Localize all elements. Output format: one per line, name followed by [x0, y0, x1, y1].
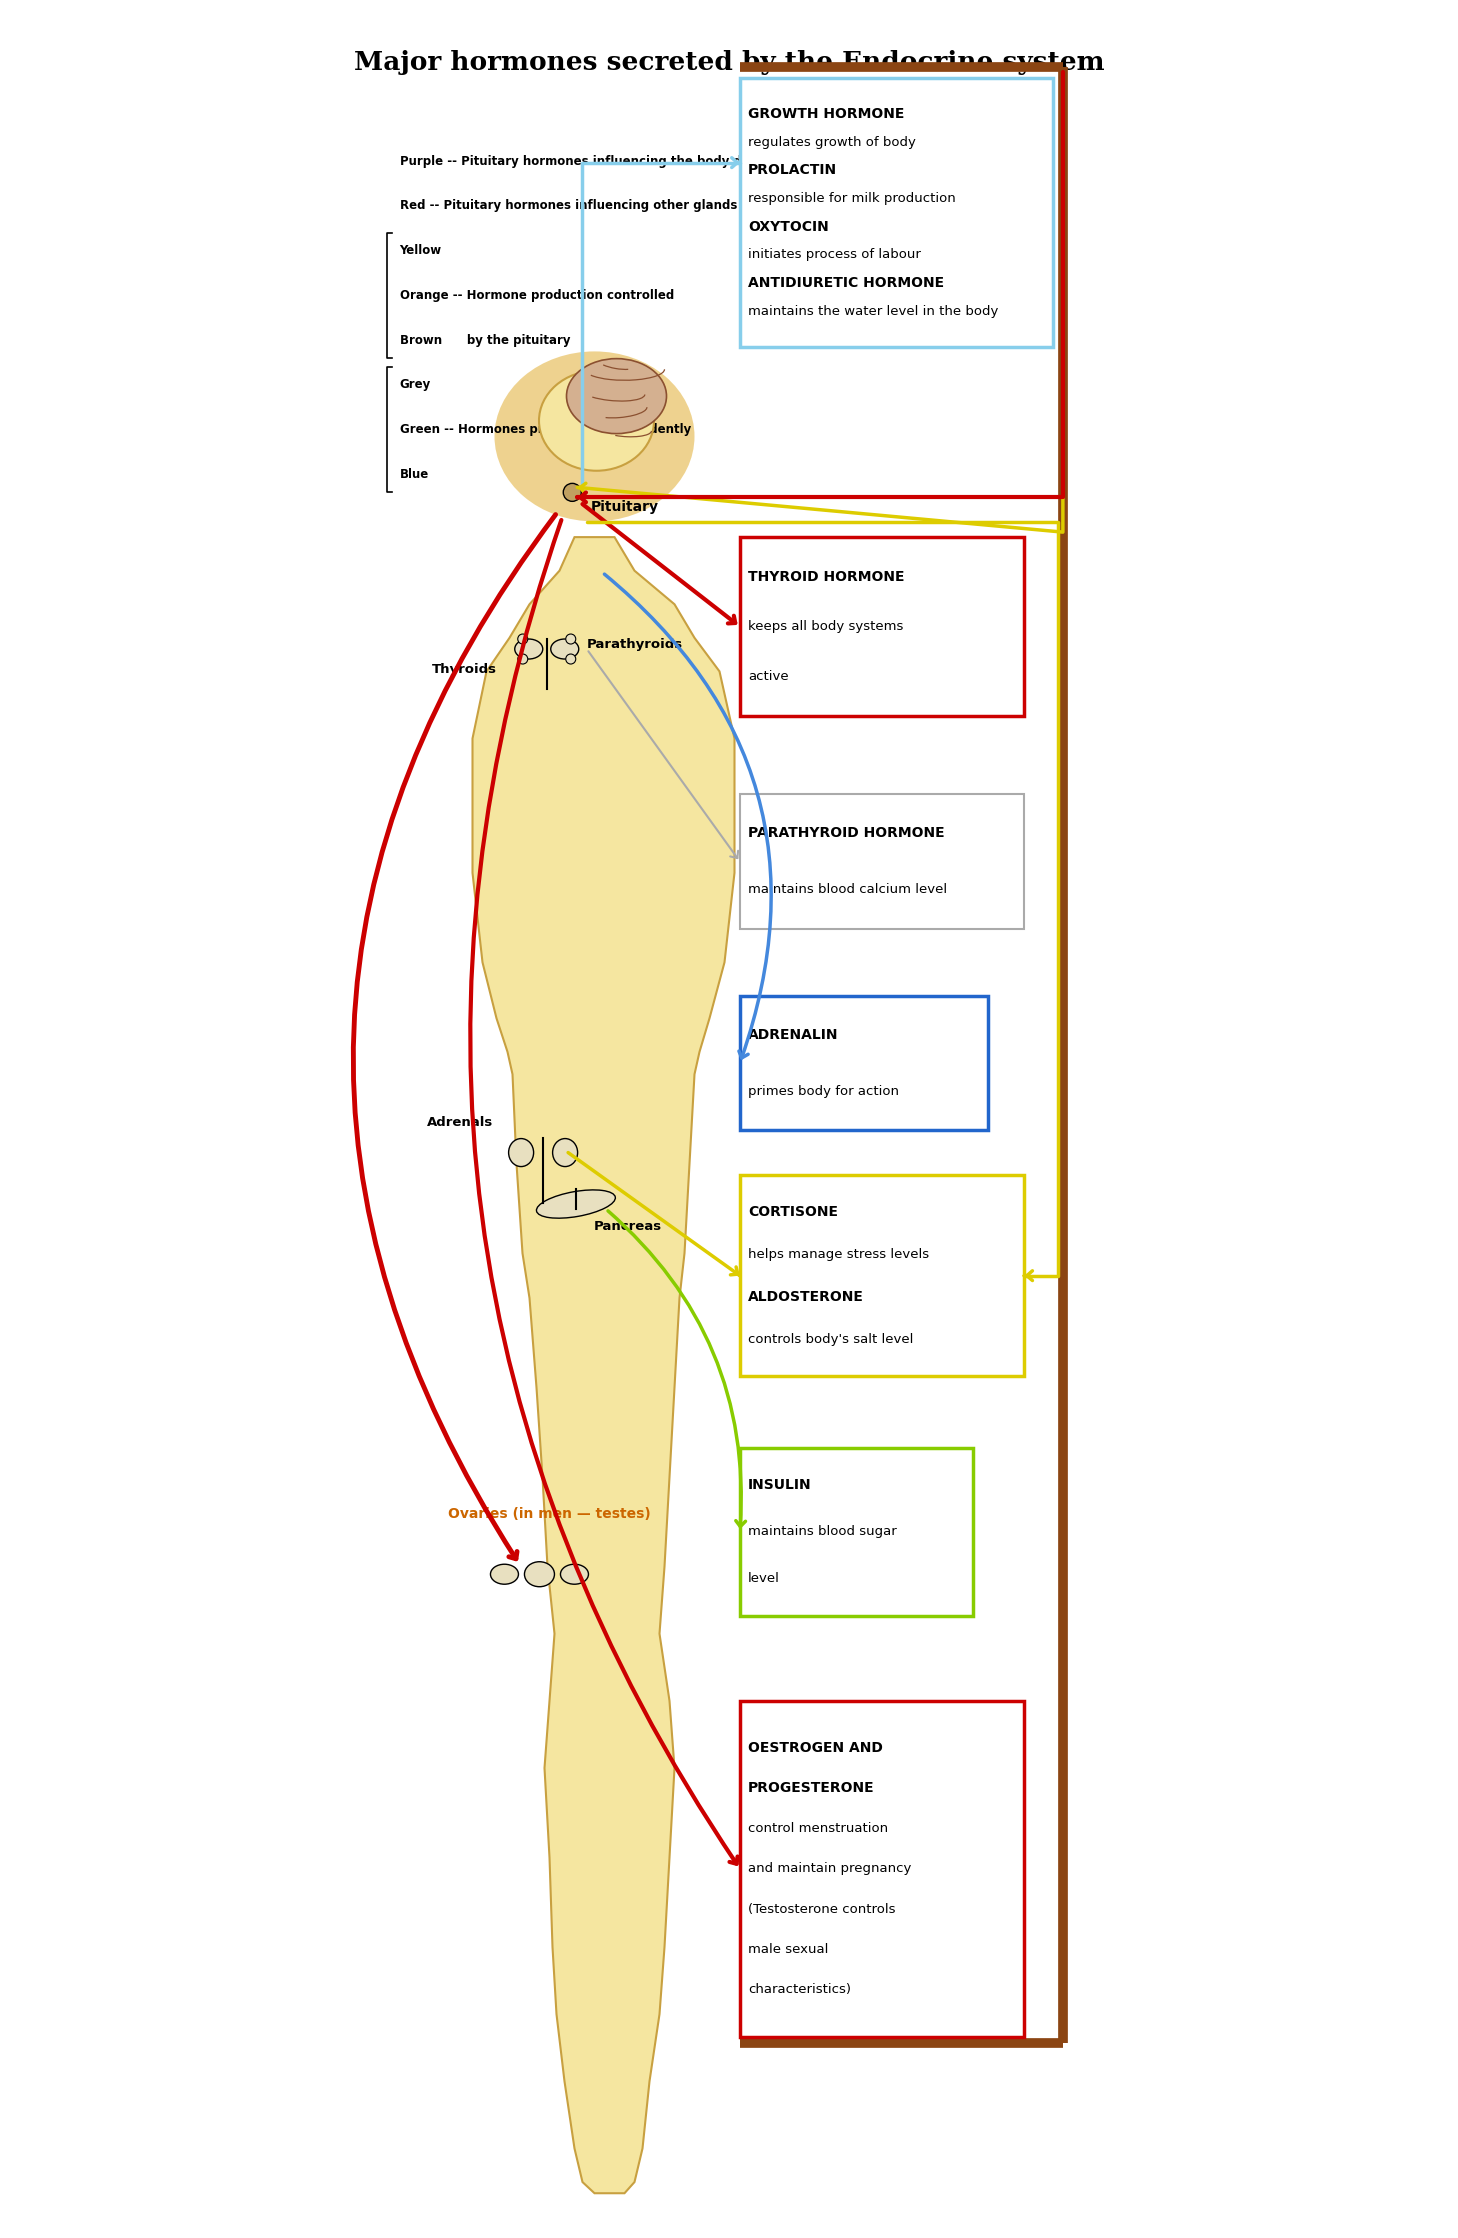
Text: initiates process of labour: initiates process of labour	[748, 248, 921, 262]
FancyBboxPatch shape	[739, 78, 1053, 347]
Text: Brown      by the pituitary: Brown by the pituitary	[399, 333, 570, 347]
Text: GROWTH HORMONE: GROWTH HORMONE	[748, 107, 904, 121]
FancyBboxPatch shape	[739, 1448, 972, 1616]
Circle shape	[518, 633, 528, 645]
Polygon shape	[472, 537, 735, 2193]
Text: keeps all body systems: keeps all body systems	[748, 620, 904, 633]
Text: maintains the water level in the body: maintains the water level in the body	[748, 304, 999, 318]
Text: level: level	[748, 1573, 780, 1585]
Ellipse shape	[567, 358, 666, 434]
FancyBboxPatch shape	[739, 794, 1024, 929]
FancyBboxPatch shape	[739, 996, 987, 1130]
Ellipse shape	[553, 1139, 577, 1166]
Text: Adrenals: Adrenals	[427, 1117, 493, 1128]
Text: Pituitary: Pituitary	[590, 501, 658, 515]
Text: Purple -- Pituitary hormones influencing the body directly: Purple -- Pituitary hormones influencing…	[399, 154, 783, 168]
FancyBboxPatch shape	[739, 537, 1024, 716]
Text: ALDOSTERONE: ALDOSTERONE	[748, 1289, 863, 1305]
Text: maintains blood sugar: maintains blood sugar	[748, 1526, 897, 1538]
Text: ADRENALIN: ADRENALIN	[748, 1027, 838, 1043]
Text: Green -- Hormones produced independently: Green -- Hormones produced independently	[399, 423, 691, 436]
Ellipse shape	[490, 1564, 519, 1585]
Ellipse shape	[509, 1139, 534, 1166]
Text: and maintain pregnancy: and maintain pregnancy	[748, 1862, 911, 1875]
Text: Pancreas: Pancreas	[593, 1220, 662, 1233]
Text: OXYTOCIN: OXYTOCIN	[748, 219, 828, 233]
Text: Red -- Pituitary hormones influencing other glands: Red -- Pituitary hormones influencing ot…	[399, 199, 736, 213]
FancyBboxPatch shape	[739, 1175, 1024, 1376]
Text: PROLACTIN: PROLACTIN	[748, 163, 837, 177]
Text: ANTIDIURETIC HORMONE: ANTIDIURETIC HORMONE	[748, 275, 945, 291]
Ellipse shape	[515, 640, 542, 658]
Ellipse shape	[494, 351, 694, 521]
Text: active: active	[748, 669, 789, 683]
Text: control menstruation: control menstruation	[748, 1822, 888, 1835]
Text: characteristics): characteristics)	[748, 1983, 851, 1996]
Circle shape	[518, 653, 528, 665]
Text: maintains blood calcium level: maintains blood calcium level	[748, 884, 948, 897]
FancyBboxPatch shape	[739, 1701, 1024, 2037]
Text: PARATHYROID HORMONE: PARATHYROID HORMONE	[748, 826, 945, 841]
Text: Ovaries (in men — testes): Ovaries (in men — testes)	[448, 1506, 650, 1522]
Text: Major hormones secreted by the Endocrine system: Major hormones secreted by the Endocrine…	[354, 49, 1104, 76]
Text: CORTISONE: CORTISONE	[748, 1206, 838, 1220]
Text: PROGESTERONE: PROGESTERONE	[748, 1781, 875, 1795]
Ellipse shape	[539, 372, 655, 470]
Ellipse shape	[525, 1562, 554, 1587]
Circle shape	[566, 633, 576, 645]
Text: Yellow: Yellow	[399, 244, 442, 257]
Ellipse shape	[560, 1564, 589, 1585]
Text: helps manage stress levels: helps manage stress levels	[748, 1249, 929, 1260]
Ellipse shape	[563, 483, 582, 501]
Text: OESTROGEN AND: OESTROGEN AND	[748, 1741, 882, 1755]
Text: male sexual: male sexual	[748, 1943, 828, 1956]
Text: controls body's salt level: controls body's salt level	[748, 1332, 913, 1345]
Text: Orange -- Hormone production controlled: Orange -- Hormone production controlled	[399, 289, 674, 302]
Text: (Testosterone controls: (Testosterone controls	[748, 1902, 895, 1916]
Text: Parathyroids: Parathyroids	[586, 638, 682, 651]
Text: Blue: Blue	[399, 468, 429, 481]
Ellipse shape	[551, 640, 579, 658]
Text: INSULIN: INSULIN	[748, 1477, 812, 1493]
Text: primes body for action: primes body for action	[748, 1085, 900, 1099]
Text: THYROID HORMONE: THYROID HORMONE	[748, 568, 904, 584]
Text: Grey: Grey	[399, 378, 430, 392]
Ellipse shape	[537, 1191, 615, 1217]
Text: regulates growth of body: regulates growth of body	[748, 137, 916, 148]
Circle shape	[566, 653, 576, 665]
Text: responsible for milk production: responsible for milk production	[748, 192, 955, 206]
Text: Thyroids: Thyroids	[432, 662, 497, 676]
